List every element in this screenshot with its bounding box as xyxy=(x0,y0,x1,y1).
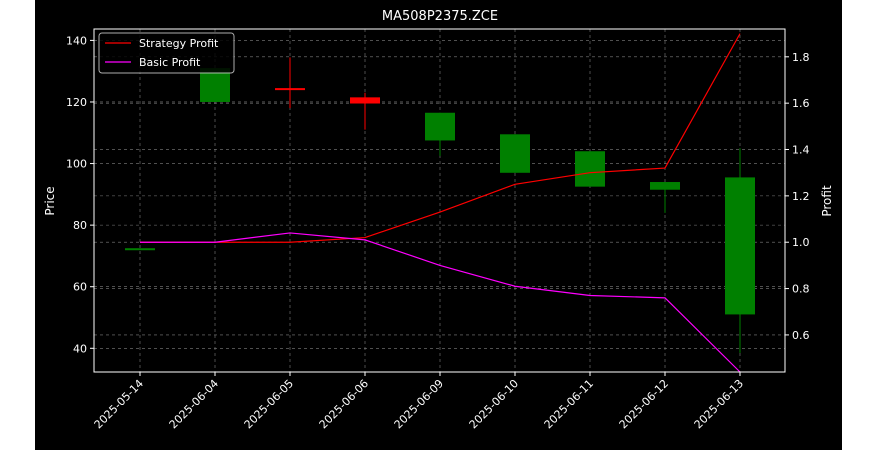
y-axis-label-left: Price xyxy=(43,186,57,215)
candle-body-2025-06-13 xyxy=(725,177,755,315)
right-tick-label-0.6: 0.6 xyxy=(792,329,810,342)
right-tick-label-1.4: 1.4 xyxy=(792,144,810,157)
candle-body-2025-06-04 xyxy=(200,68,230,102)
candle-2025-06-09 xyxy=(425,112,455,156)
candle-body-2025-06-11 xyxy=(575,151,605,187)
candle-2025-06-12 xyxy=(650,182,680,213)
right-tick-label-1.2: 1.2 xyxy=(792,190,810,203)
y-axis-label-right: Profit xyxy=(820,185,834,217)
profit-lines xyxy=(140,33,741,373)
left-tick-label-40: 40 xyxy=(73,342,87,355)
left-tick-label-60: 60 xyxy=(73,281,87,294)
candle-body-2025-06-12 xyxy=(650,182,680,190)
left-tick-label-100: 100 xyxy=(66,158,87,171)
right-tick-label-1: 1.0 xyxy=(792,236,810,249)
right-tick-label-1.8: 1.8 xyxy=(792,51,810,64)
legend: Strategy Profit Basic Profit xyxy=(98,32,235,74)
right-tick-label-0.8: 0.8 xyxy=(792,283,810,296)
candle-2025-05-14 xyxy=(125,248,155,251)
candle-body-2025-06-05 xyxy=(275,88,305,91)
left-tick-label-120: 120 xyxy=(66,96,87,109)
candle-2025-06-10 xyxy=(500,134,530,173)
series-line-basic-profit xyxy=(140,232,741,373)
candle-2025-06-06 xyxy=(350,92,380,130)
legend-box xyxy=(98,32,235,74)
candle-2025-06-05 xyxy=(275,57,305,109)
candle-2025-06-13 xyxy=(725,148,755,353)
candle-body-2025-06-06 xyxy=(350,97,380,104)
right-tick-label-1.6: 1.6 xyxy=(792,97,810,110)
legend-label-strategy-profit: Strategy Profit xyxy=(139,37,219,50)
plot-area xyxy=(94,29,785,372)
candle-2025-06-11 xyxy=(575,151,605,187)
legend-label-basic-profit: Basic Profit xyxy=(139,56,201,69)
right-axis-ticks: 0.6 0.8 1.0 1.2 1.4 1.6 1.8 xyxy=(785,51,810,342)
left-tick-label-140: 140 xyxy=(66,34,87,47)
candle-body-2025-06-10 xyxy=(500,134,530,173)
candlesticks xyxy=(125,57,755,353)
left-tick-label-80: 80 xyxy=(73,219,87,232)
candle-body-2025-05-14 xyxy=(125,248,155,251)
chart-title: MA508P2375.ZCE xyxy=(382,9,498,24)
series-line-strategy-profit xyxy=(140,33,741,243)
left-axis-ticks: 40 60 80 100 120 140 xyxy=(66,34,94,355)
candle-2025-06-04 xyxy=(200,68,230,102)
candle-body-2025-06-09 xyxy=(425,112,455,141)
